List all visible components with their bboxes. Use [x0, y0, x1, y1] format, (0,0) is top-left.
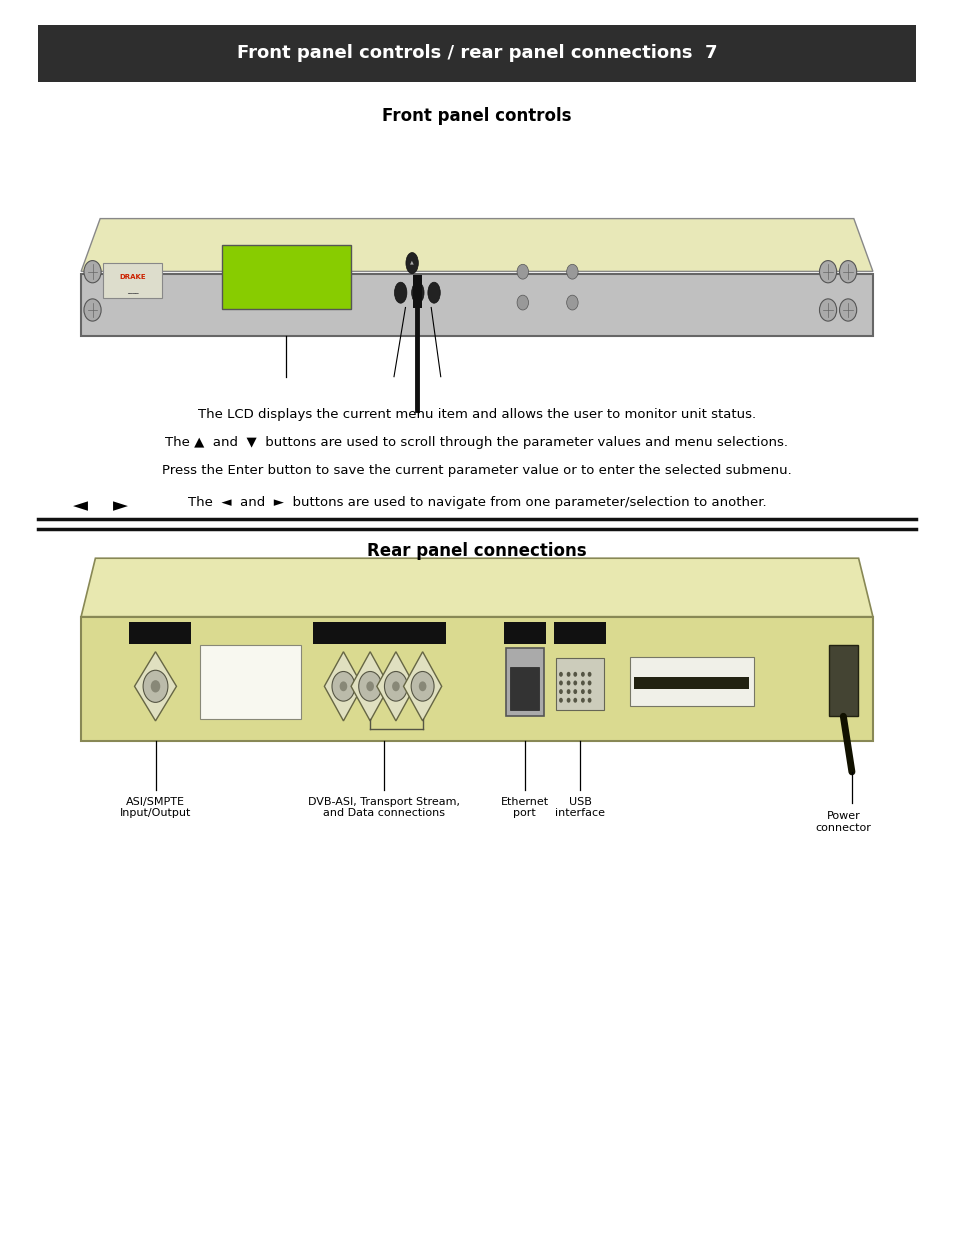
- Circle shape: [84, 261, 101, 283]
- FancyBboxPatch shape: [634, 677, 748, 689]
- Circle shape: [418, 682, 426, 692]
- Polygon shape: [376, 652, 415, 721]
- FancyBboxPatch shape: [505, 648, 543, 716]
- FancyBboxPatch shape: [129, 621, 191, 643]
- Circle shape: [573, 672, 577, 677]
- FancyBboxPatch shape: [828, 645, 857, 716]
- FancyBboxPatch shape: [81, 616, 872, 741]
- Circle shape: [573, 689, 577, 694]
- Circle shape: [558, 672, 562, 677]
- FancyBboxPatch shape: [556, 658, 603, 710]
- Circle shape: [819, 261, 836, 283]
- Circle shape: [566, 689, 570, 694]
- Circle shape: [566, 672, 570, 677]
- FancyBboxPatch shape: [554, 621, 605, 643]
- Circle shape: [384, 672, 407, 701]
- Circle shape: [84, 299, 101, 321]
- FancyBboxPatch shape: [38, 25, 915, 82]
- Circle shape: [587, 672, 591, 677]
- Circle shape: [580, 689, 584, 694]
- Circle shape: [566, 680, 570, 685]
- Circle shape: [332, 672, 355, 701]
- Text: Front panel controls: Front panel controls: [382, 107, 571, 125]
- Circle shape: [839, 299, 856, 321]
- Text: Rear panel connections: Rear panel connections: [367, 542, 586, 559]
- Polygon shape: [81, 558, 872, 616]
- Circle shape: [143, 671, 168, 703]
- Circle shape: [819, 299, 836, 321]
- Circle shape: [839, 261, 856, 283]
- Circle shape: [580, 680, 584, 685]
- Circle shape: [558, 698, 562, 703]
- Circle shape: [587, 689, 591, 694]
- Circle shape: [558, 689, 562, 694]
- Text: ◄    ►: ◄ ►: [72, 496, 128, 515]
- Polygon shape: [403, 652, 441, 721]
- FancyBboxPatch shape: [313, 621, 446, 643]
- FancyBboxPatch shape: [81, 274, 872, 336]
- Text: ASI/SMPTE
Input/Output: ASI/SMPTE Input/Output: [120, 797, 191, 818]
- FancyBboxPatch shape: [503, 621, 545, 643]
- Circle shape: [566, 295, 578, 310]
- Circle shape: [573, 698, 577, 703]
- Circle shape: [587, 698, 591, 703]
- FancyBboxPatch shape: [222, 245, 351, 309]
- Polygon shape: [351, 652, 389, 721]
- Circle shape: [566, 698, 570, 703]
- Text: Press the Enter button to save the current parameter value or to enter the selec: Press the Enter button to save the curre…: [162, 464, 791, 478]
- Circle shape: [517, 295, 528, 310]
- Ellipse shape: [412, 283, 423, 304]
- Text: Ethernet
port: Ethernet port: [500, 797, 548, 818]
- Text: DRAKE: DRAKE: [119, 274, 146, 279]
- Circle shape: [573, 680, 577, 685]
- FancyBboxPatch shape: [510, 667, 538, 710]
- Circle shape: [566, 264, 578, 279]
- Circle shape: [580, 672, 584, 677]
- Polygon shape: [324, 652, 362, 721]
- Text: Front panel controls / rear panel connections  7: Front panel controls / rear panel connec…: [236, 44, 717, 62]
- Circle shape: [411, 672, 434, 701]
- Circle shape: [339, 682, 347, 692]
- Text: ━━━━: ━━━━: [127, 290, 138, 295]
- Circle shape: [587, 680, 591, 685]
- Text: DVB-ASI, Transport Stream,
and Data connections: DVB-ASI, Transport Stream, and Data conn…: [307, 797, 459, 818]
- FancyBboxPatch shape: [200, 645, 300, 719]
- Circle shape: [580, 698, 584, 703]
- Circle shape: [366, 682, 374, 692]
- Circle shape: [517, 264, 528, 279]
- Circle shape: [151, 680, 160, 693]
- Text: The LCD displays the current menu item and allows the user to monitor unit statu: The LCD displays the current menu item a…: [197, 408, 756, 421]
- Text: The ▲  and  ▼  buttons are used to scroll through the parameter values and menu : The ▲ and ▼ buttons are used to scroll t…: [165, 436, 788, 450]
- Ellipse shape: [405, 252, 417, 273]
- Circle shape: [558, 680, 562, 685]
- Polygon shape: [134, 652, 176, 721]
- Polygon shape: [81, 219, 872, 272]
- Circle shape: [392, 682, 399, 692]
- Ellipse shape: [394, 283, 406, 304]
- Text: Power
connector: Power connector: [815, 811, 870, 832]
- Ellipse shape: [427, 283, 439, 304]
- Text: ▲: ▲: [410, 259, 414, 264]
- FancyBboxPatch shape: [629, 657, 753, 706]
- Text: USB
interface: USB interface: [555, 797, 604, 818]
- Circle shape: [358, 672, 381, 701]
- FancyBboxPatch shape: [103, 263, 162, 298]
- Text: The  ◄  and  ►  buttons are used to navigate from one parameter/selection to ano: The ◄ and ► buttons are used to navigate…: [188, 496, 765, 510]
- FancyBboxPatch shape: [413, 275, 421, 308]
